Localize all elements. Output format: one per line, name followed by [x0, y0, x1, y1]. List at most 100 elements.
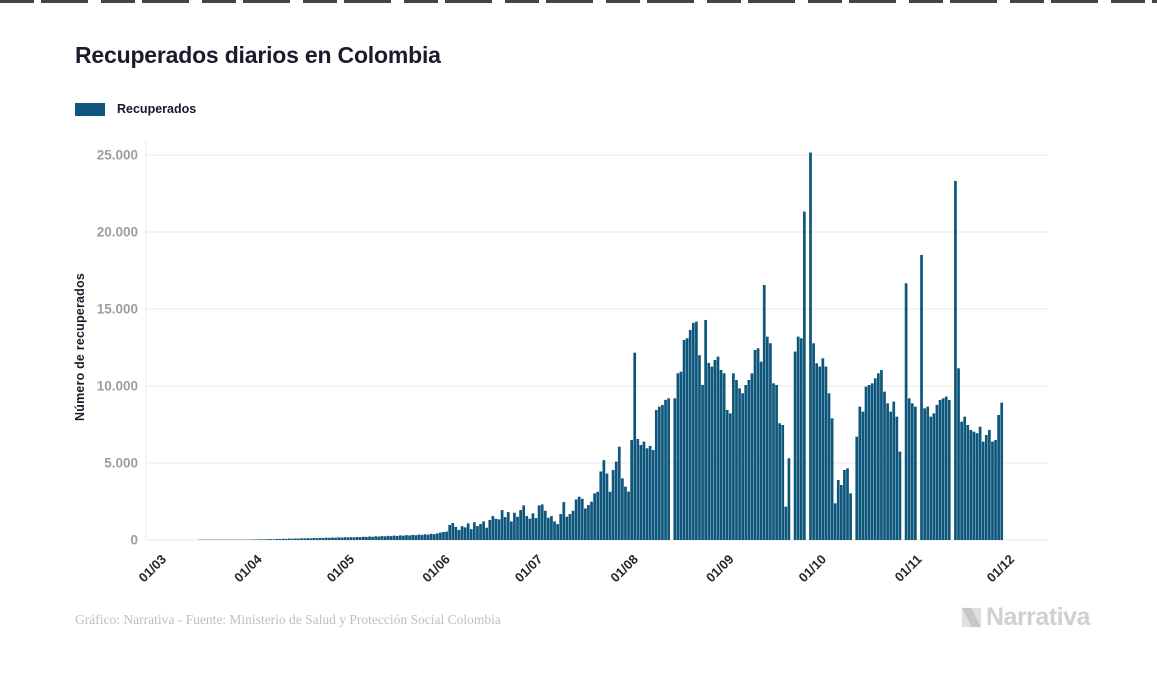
bar: [843, 470, 846, 540]
narrativa-logo-icon: [961, 607, 982, 628]
bar: [725, 409, 729, 540]
bar: [488, 519, 492, 540]
bar: [722, 373, 726, 540]
bar: [402, 535, 405, 540]
bar: [932, 413, 936, 540]
bar: [947, 399, 951, 540]
bar: [778, 423, 782, 540]
bar: [750, 373, 754, 540]
bar: [408, 535, 411, 540]
bar: [479, 523, 482, 540]
bar: [870, 383, 874, 540]
bar: [954, 180, 957, 540]
x-tick-label: 01/05: [324, 552, 358, 586]
bar: [926, 406, 930, 540]
bar: [543, 510, 547, 540]
bar: [272, 539, 276, 540]
bar: [873, 378, 877, 540]
bar: [988, 429, 991, 540]
bar: [503, 517, 507, 540]
bar: [756, 348, 760, 540]
bar: [667, 398, 670, 540]
bar: [793, 351, 797, 540]
bar: [830, 418, 834, 540]
bar: [281, 538, 285, 540]
bar: [485, 527, 489, 540]
bar: [688, 329, 692, 540]
bar: [839, 485, 843, 540]
bar: [642, 441, 646, 540]
bar: [969, 429, 973, 540]
bar: [429, 533, 433, 540]
source-credit: Gráfico: Narrativa - Fuente: Ministerio …: [75, 612, 501, 627]
bar: [633, 352, 637, 540]
bar: [707, 362, 711, 540]
bar: [537, 505, 541, 540]
bar: [519, 510, 522, 540]
bar: [445, 531, 448, 540]
bar: [960, 421, 963, 540]
bar: [417, 534, 421, 540]
bar: [787, 458, 791, 540]
bar: [577, 496, 581, 540]
bar: [522, 505, 526, 540]
bar: [744, 385, 748, 540]
bar: [984, 434, 988, 540]
bar: [306, 538, 310, 540]
bar: [300, 538, 303, 540]
bar: [297, 538, 300, 540]
bar: [923, 408, 926, 540]
bar: [929, 416, 933, 540]
bar: [374, 536, 378, 540]
bar: [590, 501, 593, 540]
bar: [658, 406, 661, 540]
x-tick-label: 01/12: [984, 552, 1018, 586]
bar: [972, 431, 976, 540]
bar: [855, 436, 859, 540]
x-tick-label: 01/03: [136, 552, 170, 586]
bar: [833, 503, 837, 540]
bar: [312, 538, 316, 540]
bar: [994, 439, 997, 540]
bar: [482, 521, 485, 540]
bar: [867, 385, 871, 540]
bar: [365, 536, 368, 540]
screenshot-top-edge-artifact: [0, 0, 1157, 3]
bar: [920, 254, 923, 540]
bar: [864, 386, 868, 540]
y-tick-label: 20.000: [97, 225, 138, 240]
bar: [361, 536, 365, 540]
bar: [648, 445, 652, 540]
bar: [802, 211, 806, 540]
bar: [371, 536, 374, 540]
bar: [324, 537, 328, 540]
narrativa-logo: Narrativa: [959, 603, 1090, 632]
bar: [303, 538, 307, 540]
bar: [624, 486, 627, 540]
bar: [340, 537, 344, 540]
bar: [796, 336, 800, 540]
bar: [769, 343, 772, 540]
x-tick-label: 01/09: [703, 552, 737, 586]
bar: [584, 508, 587, 540]
legend-swatch-icon: [75, 102, 105, 116]
bar: [661, 404, 664, 540]
bar: [719, 369, 723, 540]
bar: [260, 539, 263, 540]
x-tick-label: 01/06: [419, 552, 453, 586]
bar: [759, 361, 763, 540]
bar: [664, 399, 667, 540]
bar: [978, 426, 982, 540]
bar: [935, 404, 939, 540]
bar: [534, 518, 538, 540]
bar: [876, 373, 880, 540]
bar: [451, 523, 455, 540]
bar: [858, 406, 862, 540]
y-tick-label: 5.000: [104, 456, 138, 471]
bar: [460, 526, 464, 540]
bar: [309, 538, 313, 540]
bar: [254, 539, 257, 540]
bar: [821, 358, 825, 540]
bar: [568, 514, 572, 540]
